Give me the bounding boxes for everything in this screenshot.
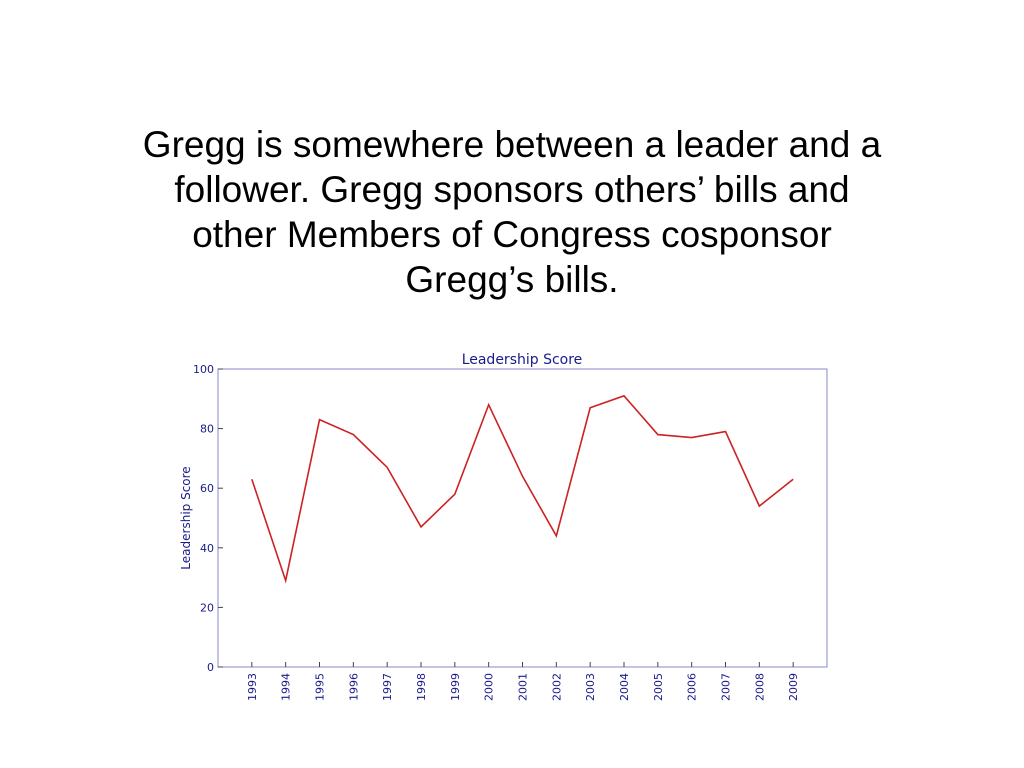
x-tick-label: 2002: [550, 673, 563, 701]
x-tick-label: 1997: [381, 673, 394, 701]
heading-line: other Members of Congress cosponsor: [192, 214, 832, 255]
x-tick-label: 1998: [415, 673, 428, 701]
x-tick-label: 1993: [246, 673, 259, 701]
x-tick-label: 2005: [652, 673, 665, 701]
x-tick-label: 2001: [517, 673, 530, 701]
x-tick-label: 2004: [618, 673, 631, 701]
plot-frame: [217, 368, 828, 668]
heading-line: Gregg’s bills.: [405, 259, 619, 300]
y-tick-label: 80: [200, 423, 214, 436]
x-tick-label: 1999: [449, 673, 462, 701]
x-tick-label: 2006: [686, 673, 699, 701]
x-tick-label: 2007: [720, 673, 733, 701]
chart-title: Leadership Score: [462, 352, 583, 368]
x-tick-label: 1995: [314, 673, 327, 701]
x-tick-label: 1994: [280, 673, 293, 701]
x-tick-label: 2003: [584, 673, 597, 701]
y-tick-label: 40: [200, 542, 214, 555]
y-tick-label: 20: [200, 601, 214, 614]
y-axis-label: Leadership Score: [179, 466, 193, 569]
heading-line: follower. Gregg sponsors others’ bills a…: [174, 169, 850, 210]
x-tick-label: 1996: [347, 673, 360, 701]
y-tick-label: 0: [207, 661, 214, 674]
y-tick-label: 60: [200, 482, 214, 495]
slide-heading: Gregg is somewhere between a leader and …: [62, 122, 962, 302]
y-tick-label: 100: [193, 363, 214, 376]
x-tick-label: 2000: [483, 673, 496, 701]
x-tick-label: 2009: [787, 673, 800, 701]
x-tick-label: 2008: [753, 673, 766, 701]
heading-line: Gregg is somewhere between a leader and …: [142, 124, 882, 165]
data-line: [251, 394, 794, 584]
